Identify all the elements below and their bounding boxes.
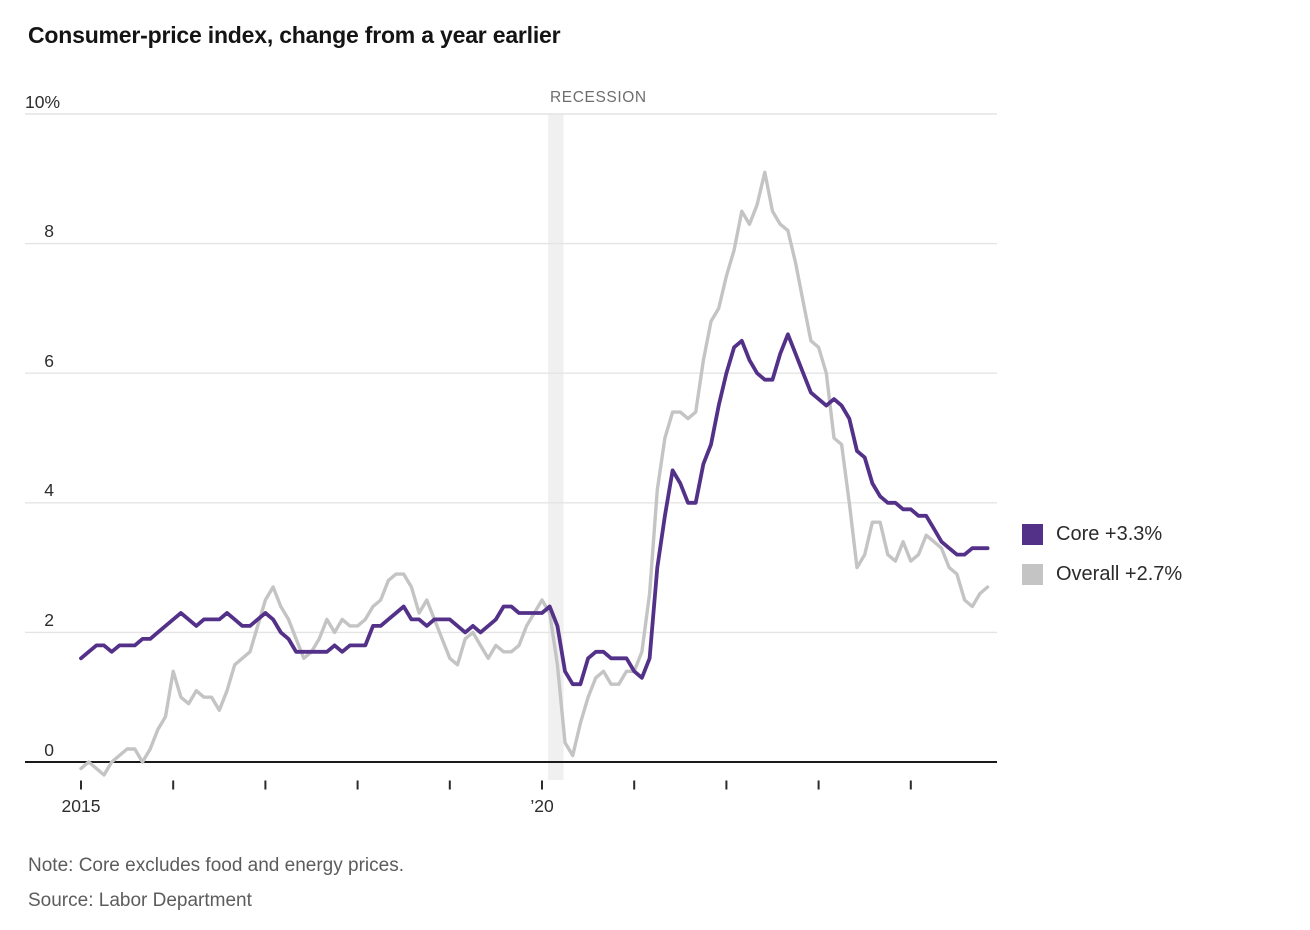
core-legend-label: Core +3.3% <box>1056 522 1163 545</box>
legend-item-core: Core +3.3% <box>1022 523 1182 545</box>
y-axis-label-8: 8 <box>44 221 54 242</box>
core-legend-swatch <box>1022 523 1043 545</box>
x-axis-label-2015: 2015 <box>61 796 101 816</box>
recession-band <box>548 114 564 780</box>
x-axis-label-2020: ’20 <box>530 796 554 816</box>
y-axis-label-10: 10% <box>25 91 61 112</box>
overall-cpi-line <box>79 170 990 777</box>
chart-title: Consumer-price index, change from a year… <box>28 22 561 48</box>
overall-legend-label: Overall +2.7% <box>1056 562 1183 585</box>
gridlines <box>25 113 997 634</box>
legend: Core +3.3% Overall +2.7% <box>1022 523 1182 603</box>
y-axis-label-4: 4 <box>44 480 54 501</box>
recession-label: RECESSION <box>550 89 647 106</box>
source-text: Source: Labor Department <box>28 890 252 911</box>
core-cpi-line <box>79 332 990 687</box>
note-text: Note: Core excludes food and energy pric… <box>28 855 404 876</box>
y-axis-label-2: 2 <box>44 609 54 630</box>
y-axis-label-0: 0 <box>44 739 54 760</box>
x-axis-tick-marks <box>80 780 912 790</box>
y-axis-label-6: 6 <box>44 350 54 371</box>
overall-legend-swatch <box>1022 563 1043 585</box>
legend-item-overall: Overall +2.7% <box>1022 563 1182 585</box>
